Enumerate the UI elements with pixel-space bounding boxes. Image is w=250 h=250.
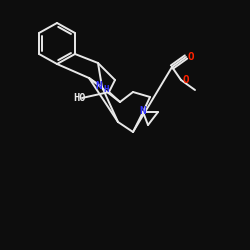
Text: O: O <box>182 75 190 85</box>
Text: HO: HO <box>73 93 85 103</box>
Text: N: N <box>140 106 146 116</box>
Text: O: O <box>188 52 194 62</box>
Text: H: H <box>103 86 109 94</box>
Text: N: N <box>96 81 102 91</box>
